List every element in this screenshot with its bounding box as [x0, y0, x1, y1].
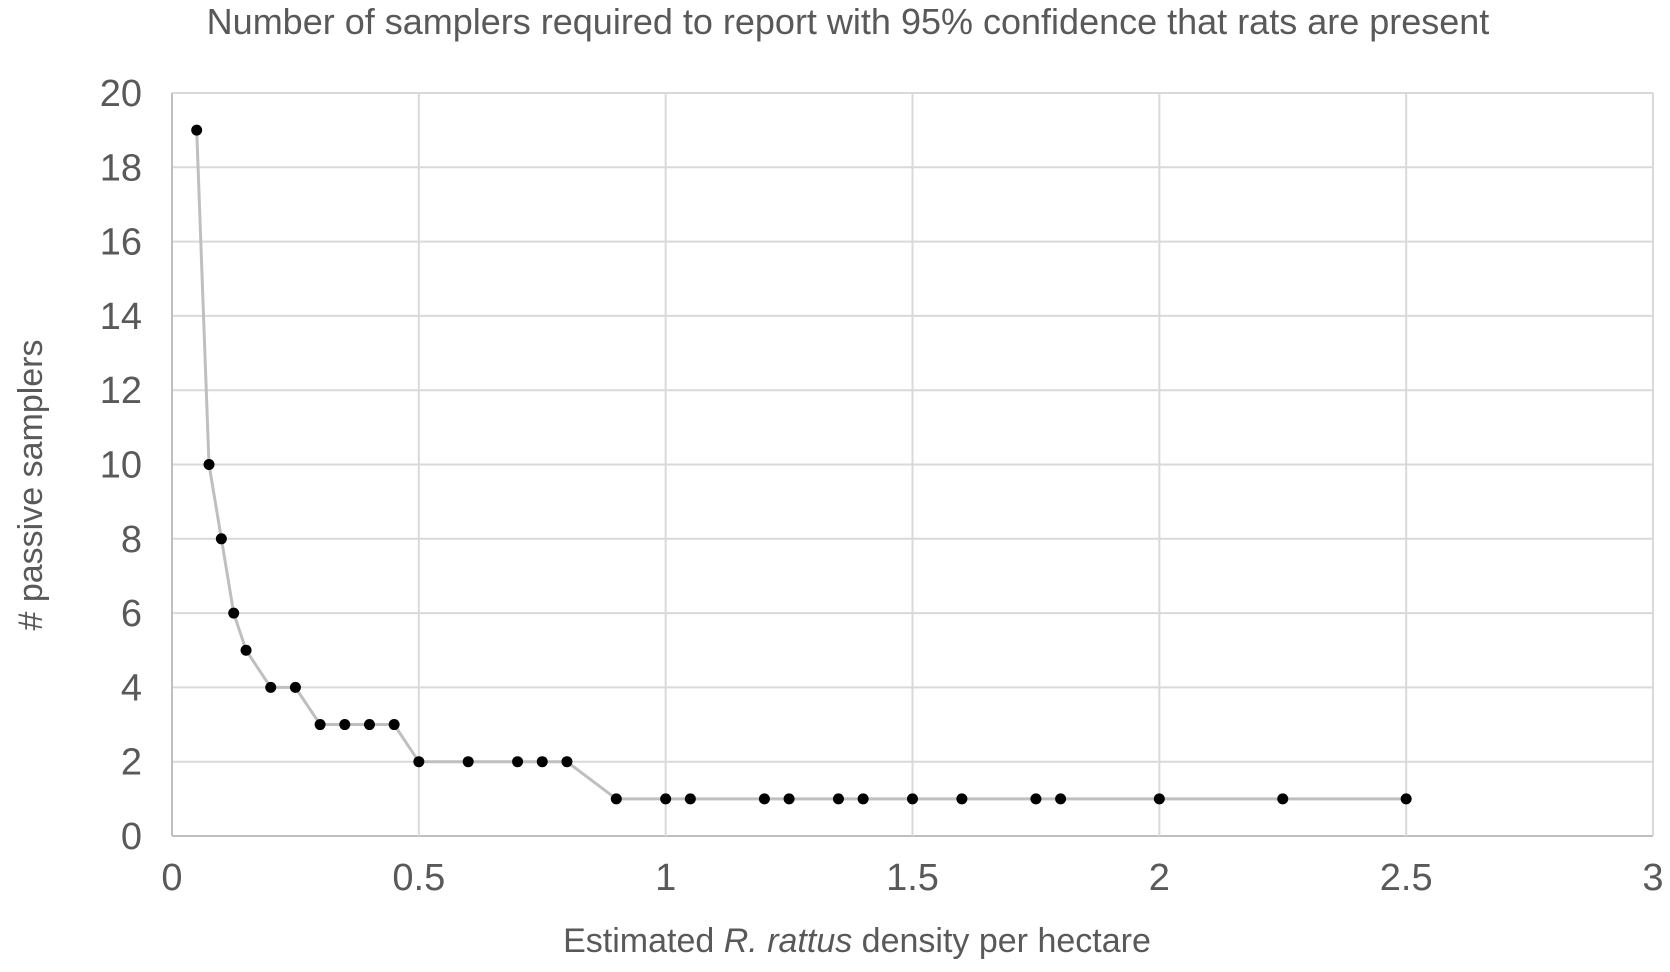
y-tick-label: 6	[121, 593, 142, 635]
data-point	[907, 793, 918, 805]
data-point	[388, 719, 400, 731]
y-tick-label: 20	[100, 73, 142, 115]
x-axis-title: Estimated R. rattus density per hectare	[563, 922, 1151, 960]
data-point	[1030, 793, 1042, 805]
y-tick-label: 10	[100, 445, 142, 487]
data-point	[512, 756, 524, 768]
y-tick-label: 8	[121, 519, 142, 561]
x-axis-title-part1: Estimated	[563, 922, 724, 960]
data-point	[265, 681, 277, 693]
y-tick-label: 14	[100, 296, 142, 338]
data-point	[536, 756, 548, 768]
x-tick-label: 1.5	[886, 857, 939, 899]
data-point	[339, 719, 351, 731]
chart-title: Number of samplers required to report wi…	[207, 1, 1490, 42]
data-point	[203, 459, 215, 470]
y-tick-label: 12	[100, 370, 142, 412]
data-point	[561, 756, 573, 768]
data-point	[857, 793, 869, 805]
x-axis-title-italic: R. rattus	[724, 922, 852, 960]
x-tick-label: 0.5	[392, 857, 445, 899]
data-point	[215, 533, 227, 545]
y-tick-label: 2	[121, 742, 142, 784]
x-tick-label: 3	[1642, 857, 1663, 899]
data-point	[660, 793, 672, 805]
data-point	[832, 793, 844, 805]
y-tick-label: 16	[100, 222, 142, 264]
series-line	[195, 130, 1407, 801]
data-point	[1400, 793, 1412, 805]
gridlines	[171, 92, 1654, 837]
x-tick-label: 2	[1149, 857, 1170, 899]
y-axis-title: # passive samplers	[12, 339, 50, 630]
data-point	[610, 793, 622, 805]
data-point	[462, 756, 474, 768]
data-point	[289, 681, 301, 693]
data-point	[191, 124, 203, 136]
x-axis-title-part2: density per hectare	[852, 922, 1151, 960]
data-points	[191, 124, 1412, 805]
y-tick-label: 0	[121, 816, 142, 858]
data-point	[1055, 793, 1067, 805]
data-point	[1153, 793, 1165, 805]
x-tick-label: 1	[655, 857, 676, 899]
x-tick-label: 2.5	[1380, 857, 1433, 899]
y-tick-label: 18	[100, 147, 142, 189]
data-point	[1277, 793, 1289, 805]
x-tick-label: 0	[161, 857, 182, 899]
x-axis-tick-labels: 0 0.5 1 1.5 2 2.5 3	[161, 857, 1663, 899]
data-point	[314, 719, 326, 731]
data-point	[956, 793, 968, 805]
data-point	[783, 793, 795, 805]
data-point	[413, 756, 425, 768]
y-tick-label: 4	[121, 667, 142, 709]
data-point	[758, 793, 770, 805]
y-axis-tick-labels: 0 2 4 6 8 10 12 14 16 18 20	[100, 73, 142, 858]
data-point	[684, 793, 696, 805]
data-point	[228, 607, 240, 619]
data-point	[240, 644, 252, 656]
data-point	[363, 719, 375, 731]
